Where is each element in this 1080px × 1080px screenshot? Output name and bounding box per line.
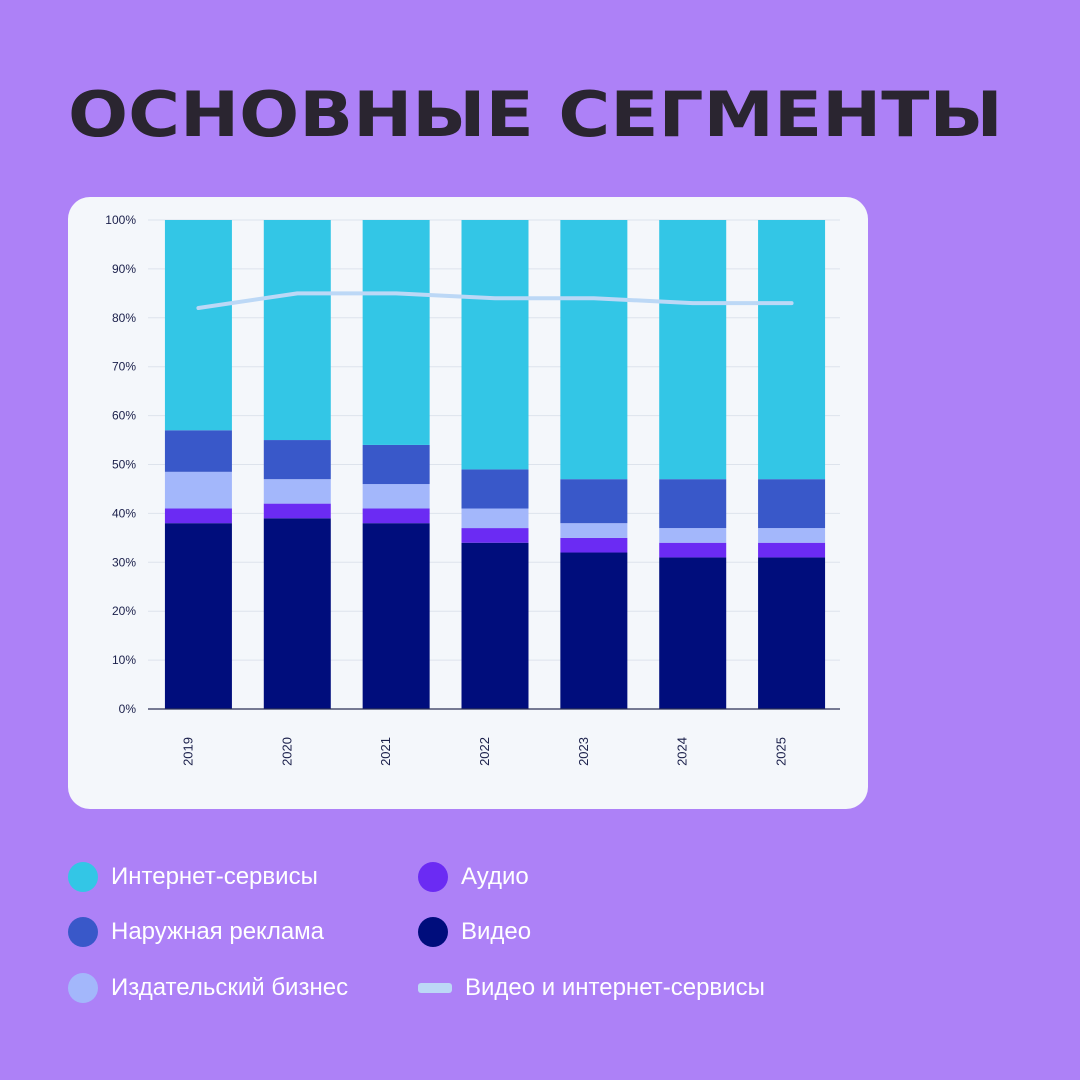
bar-segment [758, 528, 826, 543]
bar-segment [263, 220, 331, 441]
bar-segment [461, 528, 529, 543]
bar-segment [461, 508, 529, 529]
bar-segment [164, 220, 232, 431]
legend-swatch-outdoor-advertising [68, 917, 98, 947]
bar-segment [362, 508, 430, 524]
legend-label: Наружная реклама [111, 918, 325, 945]
bar-segment [560, 220, 628, 480]
bar-segment [461, 469, 529, 509]
y-tick-label: 40% [112, 506, 136, 520]
y-tick-label: 10% [112, 653, 136, 667]
legend-item-publishing: Издательский бизнес [68, 968, 348, 1008]
bar-segment [263, 518, 331, 709]
y-tick-label: 60% [112, 409, 136, 423]
y-tick-label: 90% [112, 262, 136, 276]
y-tick-label: 20% [112, 604, 136, 618]
bar-segment [560, 523, 628, 538]
x-tick-label: 2022 [477, 737, 492, 766]
legend-label: Видео и интернет-сервисы [465, 974, 765, 1001]
x-tick-label: 2021 [378, 737, 393, 766]
legend-label: Издательский бизнес [111, 974, 349, 1001]
bar-segment [560, 479, 628, 524]
legend-swatch-video-and-internet [418, 983, 452, 993]
bar-segment [758, 479, 826, 529]
bar-segment [362, 484, 430, 509]
bar-segment [164, 523, 232, 709]
legend-item-internet-services: Интернет-сервисы [68, 857, 318, 897]
bar-segment [362, 523, 430, 709]
legend-item-video-and-internet: Видео и интернет-сервисы [418, 968, 765, 1008]
y-tick-label: 80% [112, 311, 136, 325]
legend-label: Видео [461, 918, 532, 945]
bar-segment [659, 220, 727, 480]
bar-segment [560, 537, 628, 553]
legend-item-outdoor-advertising: Наружная реклама [68, 912, 324, 952]
y-tick-label: 30% [112, 555, 136, 569]
bar-segment [164, 430, 232, 472]
bar-segment [362, 444, 430, 485]
bar-segment [263, 503, 331, 519]
bar-segment [461, 542, 529, 709]
stacked-bar-chart: 0% 10% 20% 30% 40% 50% 60% 70% 80% 90% 100% 2019 202… [105, 213, 840, 766]
x-tick-label: 2025 [774, 737, 789, 766]
legend-label: Интернет-сервисы [111, 863, 318, 890]
legend-swatch-audio [418, 862, 448, 892]
bar-segment [461, 220, 529, 470]
page-title: ОСНОВНЫЕ СЕГМЕНТЫ [68, 78, 1003, 151]
y-tick-label: 50% [112, 458, 136, 472]
legend-item-video: Видео [418, 912, 531, 952]
bar-segment [659, 542, 727, 558]
bar-segment [560, 552, 628, 709]
bar-segment [164, 471, 232, 509]
bar-segment [263, 440, 331, 480]
bar-segment [164, 508, 232, 524]
chart-card: 0% 10% 20% 30% 40% 50% 60% 70% 80% 90% 100% 2019 202… [68, 197, 868, 809]
legend-swatch-internet-services [68, 862, 98, 892]
bar-segment [659, 557, 727, 709]
bar-segment [758, 557, 826, 709]
line-series-video-and-internet [196, 291, 794, 311]
legend-swatch-publishing [68, 973, 98, 1003]
x-tick-label: 2023 [576, 737, 591, 766]
legend-item-audio: Аудио [418, 857, 529, 897]
x-tick-label: 2019 [180, 737, 195, 766]
y-tick-label: 0% [119, 702, 137, 716]
bar-segment [659, 479, 727, 529]
bar-segment [758, 220, 826, 480]
x-tick-label: 2024 [675, 737, 690, 766]
bar-segment [362, 220, 430, 445]
legend-swatch-video [418, 917, 448, 947]
x-tick-label: 2020 [279, 737, 294, 766]
y-tick-label: 70% [112, 360, 136, 374]
bar-segment [659, 528, 727, 543]
legend-label: Аудио [461, 863, 529, 890]
bar-segment [758, 542, 826, 558]
bar-segment [263, 479, 331, 504]
y-tick-label: 100% [105, 213, 136, 227]
